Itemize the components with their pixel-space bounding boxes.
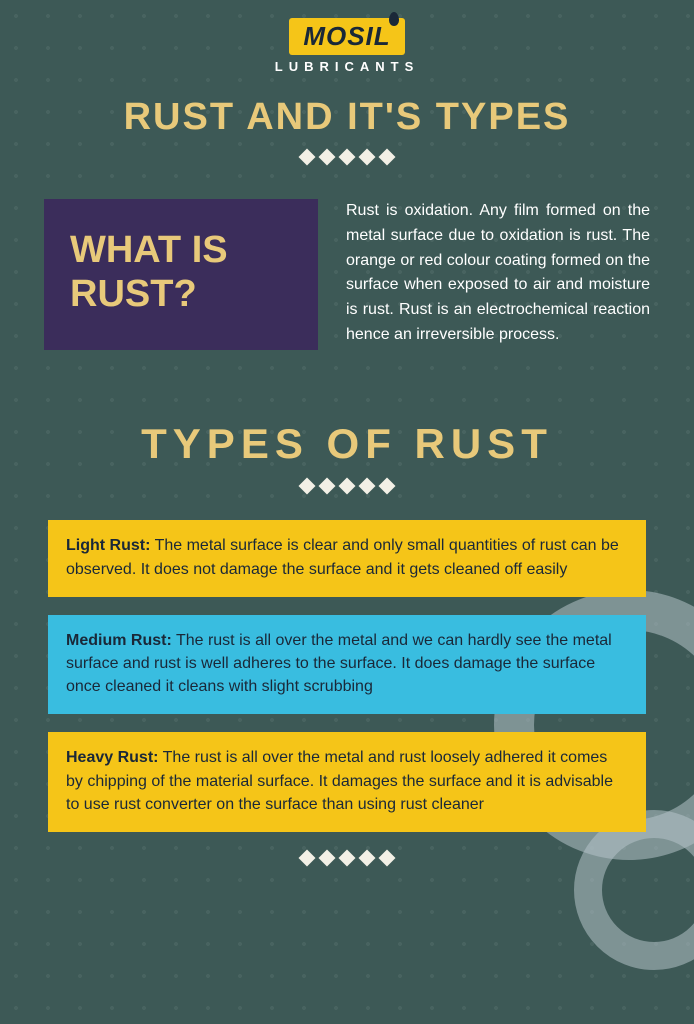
diamond-icon <box>379 849 396 866</box>
types-of-rust-heading: TYPES OF RUST <box>0 420 694 468</box>
rust-type-cards: Light Rust: The metal surface is clear a… <box>0 492 694 832</box>
logo: MOSIL LUBRICANTS <box>0 0 694 74</box>
what-is-rust-body: Rust is oxidation. Any film formed on th… <box>346 199 650 348</box>
oil-drop-icon <box>389 12 399 26</box>
logo-sub-text: LUBRICANTS <box>275 59 420 74</box>
what-is-rust-box: WHAT IS RUST? <box>44 199 318 350</box>
card-heavy-rust: Heavy Rust: The rust is all over the met… <box>48 732 646 832</box>
diamond-divider <box>0 480 694 492</box>
what-is-rust-heading: WHAT IS RUST? <box>70 229 292 316</box>
card-medium-rust: Medium Rust: The rust is all over the me… <box>48 615 646 715</box>
diamond-icon <box>319 849 336 866</box>
diamond-icon <box>299 849 316 866</box>
logo-main-text: MOSIL <box>303 21 390 52</box>
diamond-icon <box>339 849 356 866</box>
card-light-rust: Light Rust: The metal surface is clear a… <box>48 520 646 596</box>
page-title: RUST AND IT'S TYPES <box>0 96 694 139</box>
card-title: Light Rust: <box>66 537 150 554</box>
card-title: Medium Rust: <box>66 632 172 649</box>
diamond-icon <box>359 849 376 866</box>
card-title: Heavy Rust: <box>66 749 158 766</box>
what-is-rust-section: WHAT IS RUST? Rust is oxidation. Any fil… <box>0 163 694 350</box>
logo-box: MOSIL <box>289 18 404 55</box>
diamond-divider <box>0 151 694 163</box>
